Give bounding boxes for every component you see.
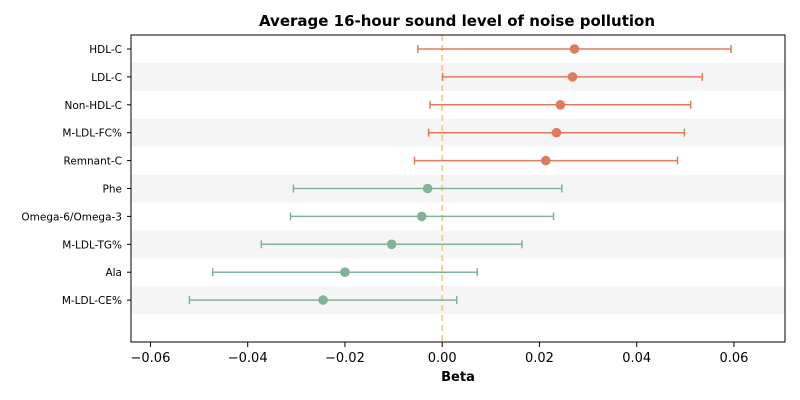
- point-marker: [555, 100, 566, 110]
- y-tick-label: HDL-C: [89, 44, 122, 56]
- x-axis-label: Beta: [441, 370, 475, 385]
- y-tick-label: Phe: [103, 184, 122, 196]
- y-tick-label: LDL-C: [91, 72, 122, 84]
- x-tick-label: −0.04: [228, 351, 268, 366]
- chart-title: Average 16-hour sound level of noise pol…: [259, 12, 655, 30]
- point-marker: [551, 127, 562, 138]
- x-tick-label: 0.04: [622, 351, 651, 366]
- point-marker: [318, 295, 328, 305]
- x-tick-label: 0.02: [525, 351, 554, 366]
- point-marker: [340, 267, 350, 278]
- y-tick-label: Non-HDL-C: [65, 100, 123, 112]
- x-tick-label: 0.06: [719, 351, 748, 366]
- y-tick-label: M-LDL-FC%: [62, 128, 122, 140]
- point-marker: [567, 72, 578, 82]
- y-tick-label: M-LDL-TG%: [62, 239, 122, 251]
- data-marks: [188, 44, 732, 305]
- y-tick-label: Omega-6/Omega-3: [21, 211, 122, 223]
- x-tick-label: −0.06: [131, 351, 171, 366]
- point-marker: [569, 44, 580, 54]
- x-tick-label: 0.00: [428, 351, 457, 366]
- y-tick-label: Ala: [105, 267, 122, 279]
- x-tick-label: −0.02: [325, 351, 365, 366]
- y-tick-label: M-LDL-CE%: [62, 295, 122, 307]
- x-axis: −0.06 −0.04 −0.02 0.00 0.02 0.04 0.06: [131, 342, 748, 366]
- point-marker: [386, 239, 397, 250]
- point-marker: [422, 183, 433, 194]
- point-marker: [540, 155, 551, 166]
- y-tick-label: Remnant-C: [64, 156, 123, 168]
- y-axis: HDL-C LDL-C Non-HDL-C M-LDL-FC% Remnant-C Phe…: [21, 44, 131, 307]
- point-marker: [416, 211, 427, 222]
